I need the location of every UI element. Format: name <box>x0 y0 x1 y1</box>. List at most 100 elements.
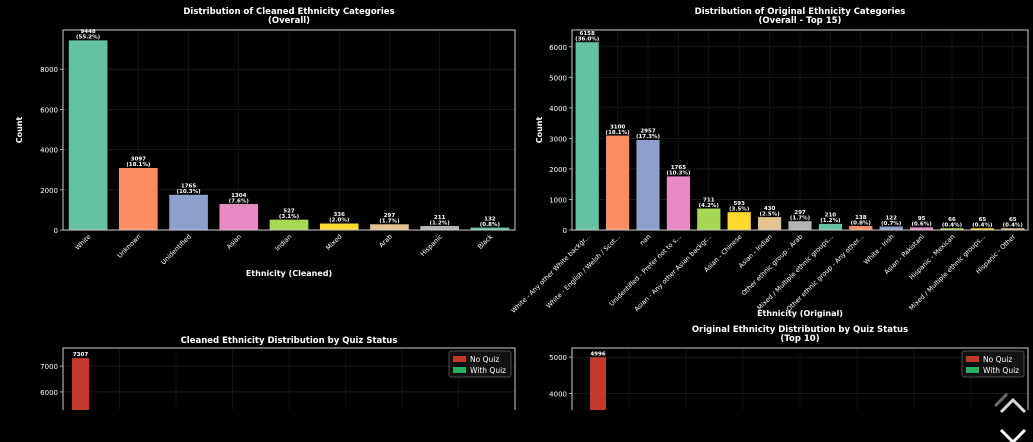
cleaned-data-label: (2.0%) <box>329 218 350 224</box>
cleaned-bar <box>369 223 410 231</box>
original-data-label: (0.4%) <box>942 222 963 228</box>
original-data-label: (4.2%) <box>699 203 720 209</box>
cleaned-data-label: (18.1%) <box>126 162 151 168</box>
original-data-label: 711 <box>703 197 715 203</box>
cleaned-bar <box>68 39 108 231</box>
cleaned-bar <box>269 219 309 231</box>
cleaned-bar <box>218 203 259 231</box>
chevron-icon[interactable] <box>983 372 1033 442</box>
original-data-label: (0.4%) <box>972 223 993 229</box>
original-bar <box>605 135 630 231</box>
original-data-label: (10.3%) <box>666 171 691 177</box>
original_quiz-bar <box>590 357 606 410</box>
original-data-label: 65 <box>979 217 987 223</box>
original_quiz-chart-title: Original Ethnicity Distribution by Quiz … <box>692 325 908 335</box>
original_quiz-data-label: 4996 <box>590 351 605 357</box>
cleaned-data-label: (1.2%) <box>430 220 451 226</box>
cleaned_quiz-data-label: 7307 <box>73 352 88 358</box>
original-data-label: (0.7%) <box>881 221 902 227</box>
original-data-label: (3.5%) <box>729 206 750 212</box>
original-ytick-label: 1000 <box>549 196 567 204</box>
cleaned_quiz-legend-label: No Quiz <box>470 355 499 364</box>
cleaned-bar <box>168 194 209 231</box>
cleaned-chart-title: Distribution of Cleaned Ethnicity Catego… <box>183 7 394 17</box>
cleaned-data-label: 3097 <box>131 157 146 163</box>
cleaned-data-label: (3.1%) <box>279 214 300 220</box>
original-bar <box>635 139 661 231</box>
cleaned_quiz-legend-swatch <box>453 356 466 362</box>
cleaned_quiz-chart-title: Cleaned Ethnicity Distribution by Quiz S… <box>181 336 398 346</box>
original-bar <box>848 225 873 231</box>
original-ytick-label: 2000 <box>549 166 567 174</box>
cleaned-data-label: 336 <box>333 212 345 218</box>
original-data-label: (0.6%) <box>911 222 932 228</box>
original-bar <box>787 220 813 231</box>
cleaned-xtick-label: Unknown <box>116 233 143 260</box>
cleaned-ytick-label: 2000 <box>40 187 58 195</box>
original-data-label: 430 <box>764 206 776 212</box>
original-data-label: (36.0%) <box>575 36 600 42</box>
original_quiz-legend-label: No Quiz <box>983 355 1012 364</box>
original_quiz-legend-swatch <box>966 367 979 373</box>
original-bar <box>879 226 904 231</box>
original-data-label: (1.7%) <box>790 215 811 221</box>
original_quiz-ytick-label: 5000 <box>549 354 567 362</box>
original-bar <box>727 211 752 231</box>
cleaned-data-label: 527 <box>283 208 295 214</box>
cleaned-data-label: 297 <box>384 213 396 219</box>
cleaned-data-label: 1765 <box>181 184 196 190</box>
original-data-label: 2957 <box>640 129 655 135</box>
cleaned-ytick-label: 4000 <box>40 147 58 155</box>
original-data-label: 95 <box>918 216 926 222</box>
original-data-label: (0.8%) <box>851 220 872 226</box>
cleaned_quiz-plot-frame <box>62 347 516 410</box>
original-bar <box>818 223 843 231</box>
original-data-label: (18.1%) <box>606 130 631 136</box>
original_quiz-plot-frame <box>571 347 1029 410</box>
cleaned-data-label: 211 <box>434 215 446 221</box>
cleaned-bar <box>319 222 360 231</box>
original-bar <box>666 175 691 231</box>
original-ytick-label: 0 <box>563 227 567 235</box>
cleaned-ytick-label: 6000 <box>40 106 58 114</box>
original-ytick-label: 3000 <box>549 135 567 143</box>
original-data-label: (1.2%) <box>820 218 841 224</box>
original-data-label: (2.5%) <box>759 211 780 217</box>
original-xtick-label: Other ethnic group - Arab <box>740 233 805 298</box>
original_quiz-ytick-label: 4000 <box>549 391 567 399</box>
cleaned-data-label: 9448 <box>80 29 95 35</box>
cleaned-xtick-label: Indian <box>274 233 294 253</box>
original-ytick-label: 6000 <box>549 44 567 52</box>
cleaned-bar <box>419 225 460 231</box>
cleaned_quiz-legend-label: With Quiz <box>470 366 506 375</box>
original-data-label: 66 <box>948 217 956 223</box>
original-data-label: 122 <box>885 215 897 221</box>
cleaned_quiz-ytick-label: 7000 <box>40 363 58 371</box>
cleaned-data-label: (1.7%) <box>379 219 400 225</box>
cleaned-ytick-label: 8000 <box>40 66 58 74</box>
cleaned-xtick-label: Hispanic <box>419 232 445 258</box>
original-data-label: (17.3%) <box>636 134 661 140</box>
original-data-label: 1765 <box>671 165 686 171</box>
original-bar <box>696 208 721 231</box>
cleaned-bar <box>118 167 159 231</box>
original-bar <box>575 41 600 231</box>
original-xtick-label: nan <box>638 233 652 247</box>
original-ylabel: Count <box>535 117 544 144</box>
cleaned-data-label: (0.8%) <box>480 222 501 228</box>
original_quiz-chart-subtitle: (Top 10) <box>780 334 819 344</box>
original-ytick-label: 4000 <box>549 105 567 113</box>
cleaned_quiz-bar <box>72 358 89 410</box>
cleaned-xtick-label: Asian <box>225 233 243 251</box>
cleaned-data-label: 132 <box>484 216 496 222</box>
cleaned-data-label: (55.2%) <box>76 35 101 41</box>
original-data-label: 3100 <box>610 124 625 130</box>
original-bar <box>757 216 782 231</box>
original-data-label: 6158 <box>580 31 595 37</box>
cleaned-plot-frame <box>62 29 516 231</box>
cleaned_quiz-ytick-label: 6000 <box>40 389 58 397</box>
cleaned-chart-subtitle: (Overall) <box>268 16 310 26</box>
cleaned_quiz-legend-swatch <box>453 367 466 373</box>
cleaned-xtick-label: White <box>73 233 92 252</box>
